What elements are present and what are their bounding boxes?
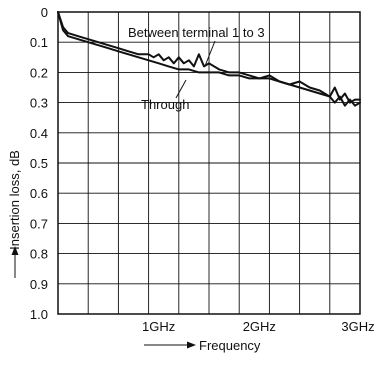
y-tick-label: 0.6 [30,186,48,201]
x-axis-title: Frequency [199,338,261,353]
series-group [57,11,361,107]
y-tick-label: 0.9 [30,277,48,292]
y-tick-labels: 0 0.1 0.2 0.3 0.4 0.5 0.6 0.7 0.8 0.9 1.0 [30,5,48,322]
y-tick-label: 0.5 [30,156,48,171]
annotation-through: Through [141,97,189,112]
x-tick-label: 1GHz [142,319,175,334]
y-tick-label: 1.0 [30,307,48,322]
annotation-between-terminal: Between terminal 1 to 3 [128,25,265,40]
y-axis-arrow-head [11,246,19,255]
x-tick-labels: 1GHz 2GHz 3GHz [142,319,375,334]
y-tick-label: 0.7 [30,216,48,231]
y-tick-label: 0.1 [30,35,48,50]
series-line-between-terminal-1-to-3 [57,11,361,104]
y-tick-label: 0.8 [30,247,48,262]
annotation-between-terminal-leader [204,40,216,67]
x-axis-arrow-head [187,341,196,349]
x-tick-label: 2GHz [243,319,276,334]
y-tick-label: 0.3 [30,96,48,111]
y-tick-label: 0.4 [30,126,48,141]
y-tick-label: 0.2 [30,65,48,80]
plot-frame [57,11,361,315]
y-axis-title: Insertion loss, dB [7,150,22,250]
y-tick-label: 0 [41,5,48,20]
grid [58,12,360,314]
annotation-through-leader [175,79,187,99]
x-tick-label: 3GHz [341,319,374,334]
series-line-through [57,11,361,107]
